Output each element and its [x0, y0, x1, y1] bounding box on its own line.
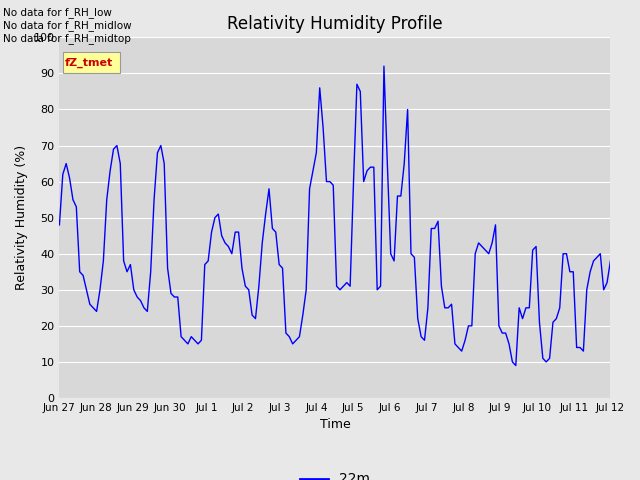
Title: Relativity Humidity Profile: Relativity Humidity Profile	[227, 15, 443, 33]
Y-axis label: Relativity Humidity (%): Relativity Humidity (%)	[15, 145, 28, 290]
Text: No data for f_RH_low: No data for f_RH_low	[3, 7, 112, 18]
Legend: 22m: 22m	[294, 467, 376, 480]
Text: No data for f_RH_midtop: No data for f_RH_midtop	[3, 33, 131, 44]
Text: No data for f_RH_midlow: No data for f_RH_midlow	[3, 20, 132, 31]
X-axis label: Time: Time	[319, 419, 350, 432]
Text: fZ_tmet: fZ_tmet	[65, 58, 113, 68]
